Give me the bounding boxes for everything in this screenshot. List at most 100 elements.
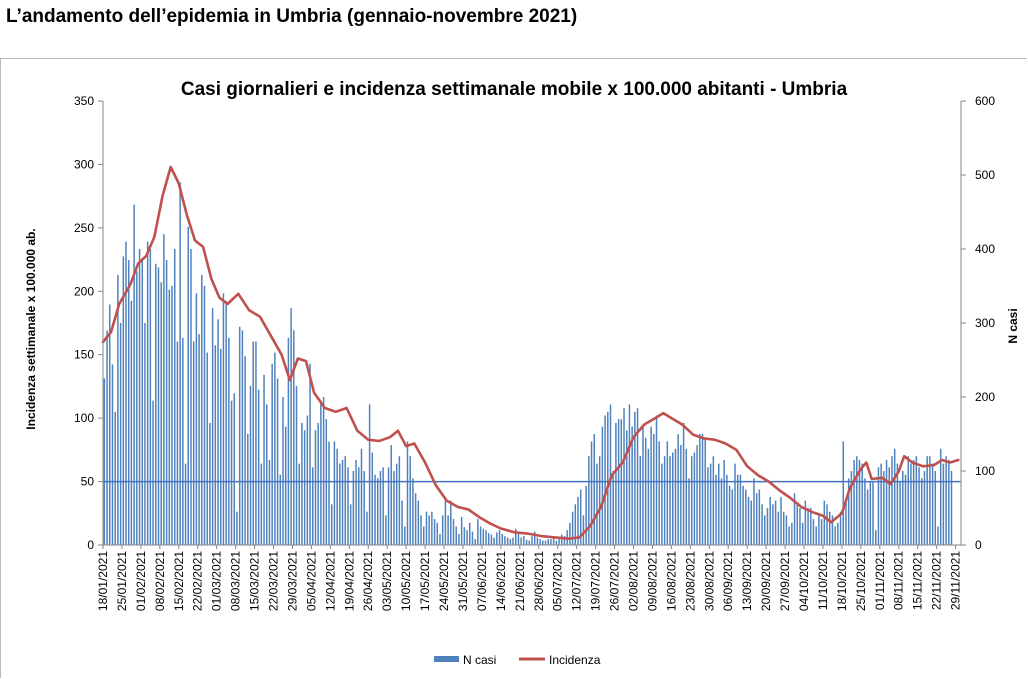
bar-n-casi	[607, 411, 609, 545]
bar-n-casi	[902, 471, 904, 545]
bar-n-casi	[747, 496, 750, 545]
bar-n-casi	[352, 471, 355, 545]
bar-n-casi	[885, 459, 888, 545]
x-tick-label: 01/02/2021	[134, 551, 148, 611]
x-tick-label: 28/06/2021	[532, 551, 546, 611]
x-tick-label: 16/08/2021	[664, 551, 678, 611]
x-tick-label: 24/05/2021	[437, 551, 451, 611]
bar-n-casi	[525, 539, 528, 545]
bar-n-casi	[877, 467, 880, 545]
bar-n-casi	[539, 539, 541, 545]
bar-n-casi	[182, 337, 184, 545]
x-tick-label: 22/11/2021	[930, 551, 944, 610]
bar-n-casi	[498, 530, 501, 545]
bar-n-casi	[536, 537, 539, 545]
bar-n-casi	[306, 415, 309, 545]
bar-n-casi	[358, 467, 360, 545]
bar-n-casi	[173, 249, 176, 545]
x-tick-label: 19/07/2021	[589, 551, 603, 611]
x-tick-label: 22/03/2021	[267, 551, 281, 611]
bar-n-casi	[810, 508, 812, 545]
bar-n-casi	[726, 474, 728, 545]
bar-n-casi	[669, 456, 671, 545]
bar-n-casi	[198, 334, 200, 545]
bar-n-casi	[569, 522, 571, 545]
bar-n-casi	[847, 478, 850, 545]
bar-n-casi	[531, 536, 533, 545]
bar-n-casi	[155, 263, 157, 545]
bar-n-casi	[165, 260, 168, 545]
bar-n-casi	[910, 463, 912, 545]
x-tick-label: 21/06/2021	[513, 551, 527, 611]
bar-n-casi	[201, 274, 203, 545]
x-tick-label: 26/07/2021	[608, 551, 622, 611]
bar-n-casi	[571, 511, 574, 545]
y-tick-label-right: 300	[975, 316, 995, 330]
bar-n-casi	[861, 463, 863, 545]
bar-n-casi	[138, 249, 141, 545]
bar-n-casi	[823, 500, 826, 545]
bar-n-casi	[298, 463, 300, 545]
bar-n-casi	[612, 471, 614, 545]
bar-n-casi	[395, 463, 398, 545]
x-tick-label: 02/08/2021	[627, 551, 641, 611]
bar-n-casi	[788, 526, 790, 545]
y-tick-label-left: 200	[74, 284, 94, 298]
bar-n-casi	[447, 515, 449, 545]
bar-n-casi	[206, 352, 208, 545]
bar-n-casi	[322, 397, 325, 545]
bar-n-casi	[203, 286, 206, 545]
bar-n-casi	[463, 527, 466, 545]
bar-n-casi	[133, 204, 135, 545]
x-tick-label: 15/02/2021	[172, 551, 186, 611]
bar-n-casi	[190, 249, 192, 545]
bar-n-casi	[412, 478, 414, 545]
bar-n-casi	[474, 539, 476, 545]
bar-n-casi	[596, 463, 598, 545]
bar-n-casi	[515, 528, 517, 545]
bar-n-casi	[875, 530, 877, 545]
bar-n-casi	[923, 471, 926, 545]
bar-n-casi	[715, 474, 717, 545]
bar-n-casi	[590, 441, 593, 545]
y-tick-label-right: 500	[975, 168, 995, 182]
bar-n-casi	[247, 434, 249, 545]
bar-n-casi	[149, 249, 152, 545]
bar-n-casi	[912, 459, 915, 545]
bar-n-casi	[574, 504, 577, 545]
bar-n-casi	[214, 345, 217, 545]
bar-n-casi	[682, 422, 685, 545]
y-tick-label-left: 300	[74, 157, 94, 171]
x-tick-label: 11/10/2021	[816, 551, 830, 610]
bar-n-casi	[125, 241, 127, 545]
bar-n-casi	[466, 530, 468, 545]
bar-n-casi	[623, 408, 625, 545]
bar-n-casi	[477, 519, 479, 545]
bar-n-casi	[290, 308, 292, 545]
x-tick-label: 26/04/2021	[361, 551, 375, 611]
bar-n-casi	[555, 540, 558, 545]
bar-n-casi	[750, 500, 752, 545]
bar-n-casi	[799, 508, 801, 545]
bar-n-casi	[709, 463, 712, 545]
bar-n-casi	[552, 537, 555, 545]
x-tick-label: 10/05/2021	[399, 551, 413, 611]
bar-n-casi	[883, 471, 885, 545]
bar-n-casi	[211, 308, 214, 545]
bar-n-casi	[685, 448, 688, 545]
bar-n-casi	[739, 474, 742, 545]
bar-n-casi	[328, 441, 330, 545]
bar-n-casi	[344, 456, 346, 545]
bar-n-casi	[753, 478, 755, 545]
bar-n-casi	[420, 515, 422, 545]
bar-n-casi	[496, 532, 498, 545]
bar-n-casi	[655, 415, 658, 545]
x-tick-label: 01/11/2021	[873, 551, 887, 610]
bar-n-casi	[279, 474, 282, 545]
bar-n-casi	[736, 474, 739, 545]
bar-n-casi	[577, 496, 579, 545]
bar-n-casi	[850, 471, 853, 545]
bar-n-casi	[409, 456, 411, 545]
legend: N casi Incidenza	[434, 653, 601, 667]
bar-n-casi	[225, 300, 227, 545]
